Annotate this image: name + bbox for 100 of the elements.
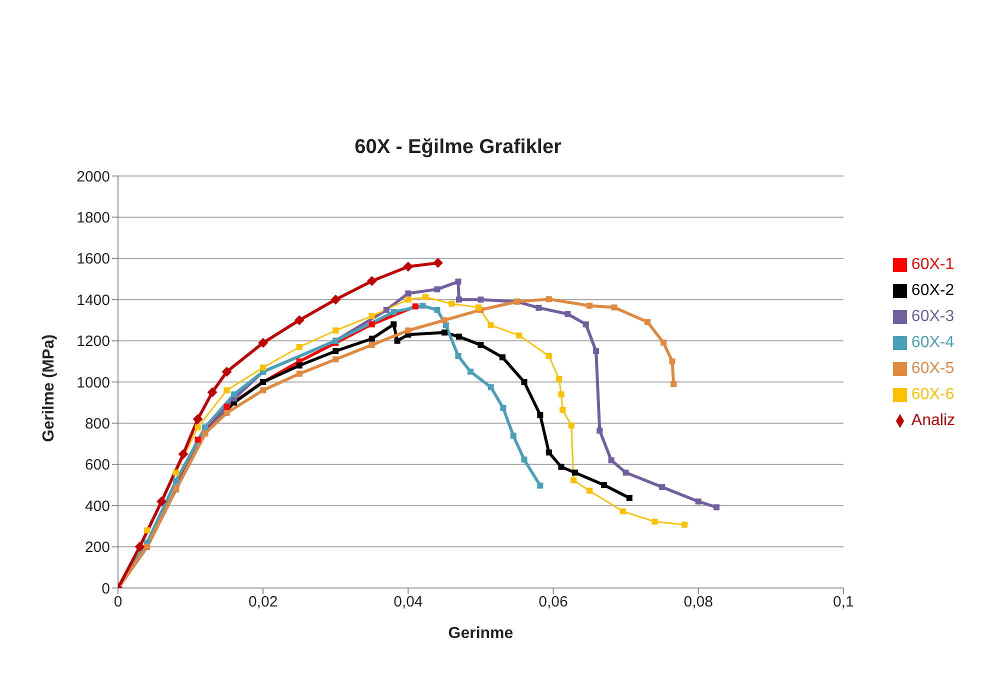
point bbox=[560, 407, 566, 414]
y-tick-label: 1000 bbox=[76, 374, 110, 392]
y-tick-label: 2000 bbox=[76, 168, 110, 186]
point bbox=[448, 300, 455, 307]
point bbox=[231, 391, 238, 398]
point bbox=[192, 414, 203, 424]
point bbox=[572, 470, 578, 476]
point bbox=[224, 404, 230, 410]
point bbox=[521, 456, 528, 463]
point bbox=[434, 286, 440, 292]
point bbox=[405, 296, 412, 303]
x-axis-title: Gerinme bbox=[448, 625, 514, 642]
point bbox=[537, 482, 544, 489]
legend-label: 60X-6 bbox=[911, 386, 954, 403]
y-tick-label: 0 bbox=[102, 580, 110, 598]
point bbox=[670, 381, 677, 388]
point bbox=[510, 432, 516, 439]
point bbox=[568, 422, 574, 428]
y-tick-label: 400 bbox=[84, 498, 110, 515]
point bbox=[626, 494, 632, 501]
y-tick-label: 800 bbox=[84, 416, 110, 433]
y-tick-label: 600 bbox=[84, 456, 110, 474]
point bbox=[224, 387, 230, 394]
point bbox=[476, 304, 482, 310]
point bbox=[405, 290, 412, 296]
point bbox=[669, 358, 676, 364]
point bbox=[368, 321, 375, 328]
point bbox=[260, 364, 266, 371]
point bbox=[332, 328, 339, 334]
point bbox=[652, 518, 658, 525]
legend-label: 60X-2 bbox=[911, 282, 954, 299]
point bbox=[390, 308, 397, 315]
point bbox=[405, 328, 412, 334]
point bbox=[546, 296, 552, 302]
point bbox=[620, 508, 626, 514]
point bbox=[368, 342, 375, 348]
point bbox=[582, 321, 589, 328]
point bbox=[366, 276, 377, 286]
point bbox=[403, 262, 414, 272]
y-tick-label: 1800 bbox=[76, 210, 110, 227]
point bbox=[499, 354, 506, 360]
point bbox=[713, 504, 720, 510]
point bbox=[296, 362, 302, 369]
point bbox=[296, 344, 302, 350]
point bbox=[622, 470, 629, 476]
point bbox=[546, 353, 552, 360]
point bbox=[224, 410, 230, 416]
point bbox=[537, 412, 544, 418]
point bbox=[536, 304, 542, 311]
point bbox=[558, 391, 564, 398]
point bbox=[611, 304, 618, 310]
point bbox=[455, 353, 462, 360]
point bbox=[586, 488, 593, 494]
point bbox=[659, 484, 666, 490]
point bbox=[468, 368, 474, 375]
point bbox=[586, 302, 593, 309]
point bbox=[368, 336, 375, 342]
point bbox=[390, 321, 397, 328]
point bbox=[455, 278, 462, 285]
legend-label: Analiz bbox=[911, 412, 955, 429]
point bbox=[488, 322, 494, 328]
point bbox=[488, 384, 494, 390]
x-tick-label: 0,1 bbox=[832, 594, 854, 611]
point bbox=[521, 379, 528, 385]
point bbox=[432, 258, 443, 268]
x-tick-label: 0,04 bbox=[394, 594, 423, 611]
point bbox=[593, 348, 600, 354]
point bbox=[478, 296, 484, 303]
legend-label: 60X-5 bbox=[911, 360, 954, 377]
point bbox=[260, 387, 266, 394]
point bbox=[368, 313, 375, 320]
point bbox=[134, 542, 145, 552]
point bbox=[516, 332, 522, 338]
point bbox=[564, 311, 571, 318]
point bbox=[456, 334, 462, 340]
legend-label: 60X-1 bbox=[911, 256, 954, 273]
point bbox=[173, 470, 180, 476]
point bbox=[500, 404, 506, 411]
point bbox=[682, 522, 688, 528]
point bbox=[608, 457, 614, 464]
point bbox=[478, 342, 484, 348]
y-axis-title: Gerilme (MPa) bbox=[40, 334, 58, 442]
point bbox=[194, 436, 201, 443]
x-tick-label: 0,08 bbox=[684, 594, 713, 611]
point bbox=[383, 306, 390, 313]
point bbox=[173, 478, 180, 484]
x-tick-label: 0,06 bbox=[538, 594, 568, 611]
y-tick-label: 1400 bbox=[76, 292, 110, 309]
point bbox=[601, 482, 608, 488]
point bbox=[332, 356, 339, 362]
legend-label: 60X-3 bbox=[911, 308, 954, 325]
point bbox=[156, 496, 167, 506]
point bbox=[558, 464, 564, 470]
point bbox=[660, 340, 667, 346]
point bbox=[695, 498, 702, 504]
point bbox=[222, 366, 232, 377]
point bbox=[546, 449, 552, 456]
legend-label: 60X-4 bbox=[911, 334, 954, 351]
point bbox=[202, 424, 208, 430]
point bbox=[441, 317, 448, 324]
